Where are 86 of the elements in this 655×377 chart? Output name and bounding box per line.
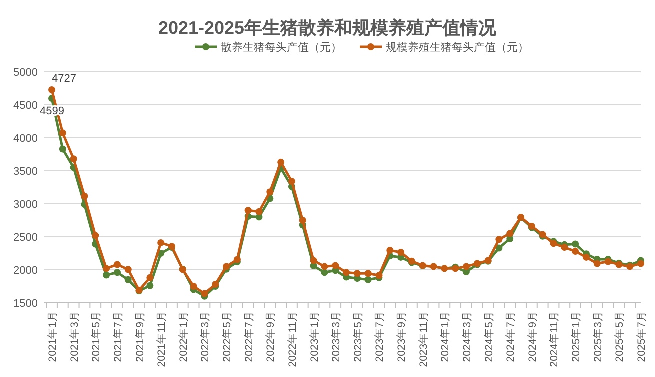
point bbox=[81, 192, 88, 200]
x-tick-label: 2022年7月 bbox=[243, 311, 256, 362]
y-tick-label: 4500 bbox=[14, 100, 38, 112]
point bbox=[638, 260, 644, 268]
point bbox=[572, 240, 580, 248]
point bbox=[201, 290, 208, 298]
point bbox=[124, 276, 132, 284]
legend-label: 规模养殖生猪每头产值（元） bbox=[386, 40, 529, 54]
point bbox=[92, 232, 100, 240]
point bbox=[604, 258, 612, 266]
point bbox=[59, 146, 66, 153]
x-tick-label: 2021年1月 bbox=[47, 311, 59, 362]
point bbox=[48, 86, 56, 94]
point bbox=[496, 244, 503, 252]
point bbox=[462, 263, 470, 270]
x-tick-label: 2025年1月 bbox=[570, 311, 583, 362]
y-tick-label: 5000 bbox=[14, 66, 38, 79]
x-tick-label: 2023年9月 bbox=[396, 311, 408, 362]
point bbox=[146, 282, 154, 290]
point bbox=[288, 178, 296, 186]
x-tick-label: 2024年5月 bbox=[483, 311, 496, 362]
y-tick-label: 4000 bbox=[14, 132, 38, 145]
x-tick-label: 2022年1月 bbox=[178, 311, 190, 362]
point bbox=[234, 256, 241, 264]
x-tick-label: 2025年7月 bbox=[636, 311, 648, 362]
point bbox=[114, 261, 121, 268]
point bbox=[506, 230, 514, 238]
point bbox=[321, 263, 328, 270]
point bbox=[59, 130, 66, 137]
point bbox=[332, 262, 340, 270]
point bbox=[299, 217, 306, 224]
x-tick-label: 2023年1月 bbox=[308, 311, 321, 362]
y-tick-label: 2000 bbox=[14, 264, 38, 277]
point bbox=[364, 276, 372, 284]
point bbox=[321, 269, 328, 276]
x-tick-label: 2023年5月 bbox=[352, 311, 364, 362]
x-tick-label: 2024年7月 bbox=[505, 311, 518, 362]
point bbox=[572, 248, 580, 256]
point bbox=[158, 239, 165, 246]
point bbox=[496, 236, 503, 244]
point bbox=[354, 270, 361, 278]
x-tick-label: 2021年9月 bbox=[134, 311, 146, 362]
y-tick-label: 3000 bbox=[14, 198, 38, 211]
x-tick-label: 2021年7月 bbox=[112, 311, 124, 362]
point bbox=[256, 208, 263, 216]
x-tick-label: 2025年3月 bbox=[592, 311, 604, 362]
y-tick-label: 2500 bbox=[14, 232, 38, 244]
x-tick-label: 2022年9月 bbox=[265, 311, 278, 362]
point bbox=[114, 269, 121, 276]
point bbox=[190, 283, 198, 290]
point bbox=[103, 272, 110, 279]
point bbox=[582, 254, 590, 261]
x-tick-label: 2024年1月 bbox=[440, 311, 452, 362]
x-tick-label: 2021年5月 bbox=[90, 311, 103, 362]
point bbox=[223, 263, 230, 270]
annotation: 4727 bbox=[52, 73, 76, 86]
point bbox=[310, 257, 318, 264]
x-tick-label: 2022年3月 bbox=[200, 311, 212, 362]
x-tick-label: 2024年11月 bbox=[548, 311, 561, 368]
point bbox=[594, 260, 601, 268]
x-tick-label: 2023年3月 bbox=[330, 311, 343, 362]
x-tick-label: 2025年5月 bbox=[614, 311, 626, 362]
x-tick-label: 2024年3月 bbox=[461, 311, 474, 362]
point bbox=[124, 266, 132, 274]
point bbox=[398, 249, 405, 256]
x-tick-label: 2023年7月 bbox=[374, 311, 386, 362]
x-tick-label: 2021年11月 bbox=[156, 311, 168, 368]
point bbox=[278, 158, 285, 166]
legend-label: 散养生猪每头产值（元） bbox=[221, 40, 342, 54]
point bbox=[561, 244, 568, 252]
point bbox=[70, 156, 78, 163]
y-tick-label: 1500 bbox=[14, 298, 38, 310]
x-tick-label: 2022年5月 bbox=[222, 311, 234, 362]
x-tick-label: 2023年11月 bbox=[418, 311, 430, 368]
point bbox=[343, 269, 350, 276]
x-tick-label: 2021年3月 bbox=[68, 311, 81, 362]
point bbox=[364, 270, 372, 278]
point bbox=[103, 265, 110, 272]
chart-title: 2021-2025年生猪散养和规模养殖产值情况 bbox=[158, 18, 498, 38]
x-tick-label: 2024年9月 bbox=[526, 311, 539, 362]
point bbox=[386, 247, 394, 254]
point bbox=[146, 274, 154, 282]
y-tick-label: 3500 bbox=[14, 166, 38, 178]
point bbox=[244, 207, 252, 214]
x-tick-label: 2022年11月 bbox=[286, 311, 299, 368]
point bbox=[266, 188, 274, 196]
